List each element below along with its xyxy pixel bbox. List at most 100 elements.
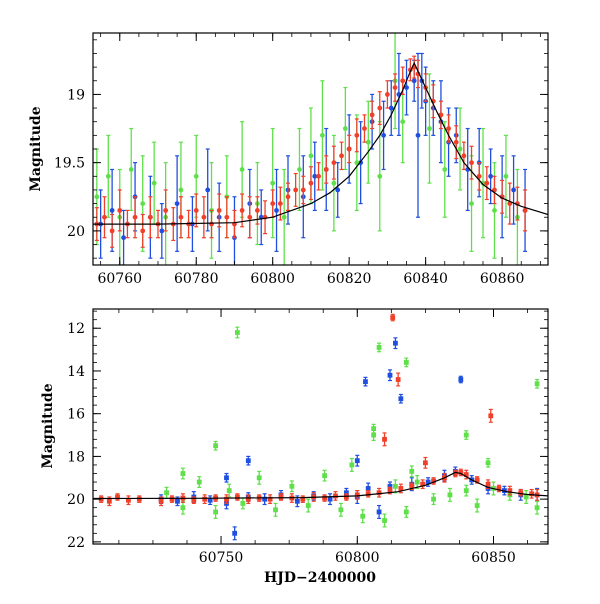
bottom-data-point xyxy=(115,494,120,500)
bottom-model-curve xyxy=(93,471,548,500)
top-data-point xyxy=(331,180,337,186)
bottom-data-point xyxy=(422,460,428,466)
top-data-point xyxy=(480,180,486,186)
top-data-point xyxy=(159,228,165,234)
bottom-data-point xyxy=(136,496,142,502)
bottom-data-point xyxy=(458,470,464,475)
top-data-point xyxy=(247,214,253,220)
top-data-point xyxy=(381,132,386,138)
bottom-data-point xyxy=(365,491,371,497)
top-data-point xyxy=(388,105,394,111)
top-data-point xyxy=(239,208,245,213)
bottom-data-point xyxy=(382,518,387,523)
bottom-data-point xyxy=(191,497,197,503)
bottom-data-point xyxy=(327,496,333,502)
bottom-data-point xyxy=(354,492,360,498)
bottom-data-point xyxy=(398,486,404,491)
bottom-data-point xyxy=(425,479,431,485)
top-data-point xyxy=(140,228,146,234)
top-x-tick-label: 60860 xyxy=(480,271,525,287)
top-data-layer xyxy=(93,33,548,265)
bottom-data-point xyxy=(463,472,469,477)
top-data-point xyxy=(415,132,421,138)
bottom-data-point xyxy=(333,493,338,499)
top-data-point xyxy=(308,180,314,186)
bottom-data-point xyxy=(463,432,469,438)
bottom-data-point xyxy=(409,483,415,489)
top-data-point xyxy=(281,214,287,220)
bottom-data-point xyxy=(224,475,229,481)
top-data-point xyxy=(469,160,474,166)
bottom-data-point xyxy=(414,479,420,485)
top-data-point xyxy=(453,139,459,145)
bottom-data-point xyxy=(164,490,169,496)
top-data-point xyxy=(522,208,528,213)
top-data-point xyxy=(297,167,302,172)
bottom-data-point xyxy=(224,496,229,502)
bottom-data-point xyxy=(180,505,186,511)
bottom-data-point xyxy=(463,488,469,493)
top-data-point xyxy=(174,201,180,206)
bottom-x-tick-label: 60800 xyxy=(335,550,380,566)
top-data-point xyxy=(369,112,375,118)
top-model-curve xyxy=(93,61,548,225)
bottom-data-point xyxy=(485,481,491,487)
top-data-point xyxy=(365,139,371,145)
top-y-tick-label: 19 xyxy=(67,87,85,103)
top-data-point xyxy=(193,208,199,213)
bottom-data-point xyxy=(403,360,409,365)
top-data-point xyxy=(178,214,184,220)
bottom-data-point xyxy=(349,462,355,468)
bottom-data-point xyxy=(169,496,175,502)
top-y-tick-label: 20 xyxy=(67,224,85,240)
top-data-point xyxy=(484,180,490,186)
bottom-data-point xyxy=(395,377,401,382)
top-data-point xyxy=(427,126,432,131)
bottom-data-point xyxy=(534,505,540,511)
top-data-point xyxy=(354,160,360,166)
top-data-point xyxy=(109,208,115,213)
top-data-point xyxy=(285,194,291,200)
bottom-data-point xyxy=(235,330,240,335)
top-data-point xyxy=(442,167,448,172)
bottom-data-point xyxy=(518,490,524,496)
top-data-point xyxy=(121,235,126,241)
top-data-point xyxy=(274,208,279,213)
bottom-data-point xyxy=(245,496,251,502)
bottom-data-point xyxy=(289,483,295,489)
top-data-point xyxy=(377,105,383,111)
top-data-point xyxy=(209,221,214,227)
bottom-data-point xyxy=(496,486,502,491)
top-data-point xyxy=(316,173,321,179)
bottom-data-point xyxy=(262,496,268,502)
bottom-data-point xyxy=(447,492,453,498)
bottom-data-point xyxy=(126,497,131,503)
top-data-point xyxy=(216,208,222,213)
top-data-point xyxy=(239,167,245,172)
bottom-data-point xyxy=(232,530,238,536)
top-y-axis-title: Magnitude xyxy=(28,106,44,191)
bottom-data-point xyxy=(322,473,327,479)
top-data-point xyxy=(109,228,115,234)
bottom-data-point xyxy=(534,381,540,387)
bottom-data-point xyxy=(354,458,360,464)
top-data-point xyxy=(102,214,107,220)
top-data-point xyxy=(377,173,383,179)
bottom-data-point xyxy=(343,494,349,500)
top-data-point xyxy=(224,214,230,220)
top-data-point xyxy=(270,180,276,186)
bottom-data-point xyxy=(371,426,377,432)
bottom-data-point xyxy=(488,413,494,419)
bottom-data-point xyxy=(474,477,480,483)
bottom-data-point xyxy=(376,345,382,350)
bottom-data-point xyxy=(431,496,436,502)
bottom-data-point xyxy=(452,471,458,476)
top-data-point xyxy=(411,78,417,84)
top-data-point xyxy=(270,201,276,206)
bottom-y-tick-label: 12 xyxy=(67,321,85,337)
bottom-data-point xyxy=(98,496,104,502)
bottom-data-point xyxy=(403,509,409,515)
top-data-point xyxy=(339,153,344,159)
bottom-data-point xyxy=(387,372,393,378)
